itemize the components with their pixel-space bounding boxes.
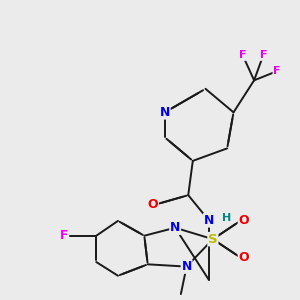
Text: N: N <box>160 106 170 119</box>
Text: F: F <box>260 50 267 60</box>
Text: O: O <box>148 198 158 211</box>
Text: S: S <box>208 233 218 246</box>
Text: F: F <box>60 229 68 242</box>
Text: F: F <box>273 66 281 76</box>
Text: O: O <box>238 214 249 227</box>
Text: O: O <box>238 251 249 264</box>
Text: F: F <box>239 50 246 60</box>
Text: N: N <box>170 221 180 234</box>
Text: H: H <box>223 213 232 223</box>
Text: N: N <box>204 214 214 227</box>
Text: N: N <box>182 260 192 273</box>
